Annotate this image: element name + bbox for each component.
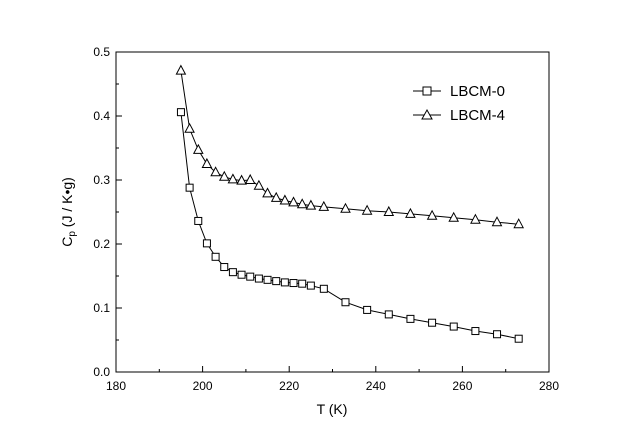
data-point-triangle	[244, 173, 256, 184]
data-point-triangle	[491, 216, 503, 227]
x-tick-label: 280	[539, 379, 559, 393]
data-point-square	[306, 281, 315, 290]
legend: LBCM-0 LBCM-4	[413, 83, 505, 124]
data-point-square	[280, 278, 289, 287]
data-point-square	[246, 272, 255, 281]
data-point-triangle	[227, 173, 239, 184]
data-point-square	[514, 334, 523, 343]
y-tick-label: 0.0	[93, 365, 110, 379]
y-tick-label: 0.3	[93, 173, 110, 187]
data-point-square	[298, 279, 307, 288]
data-point-square	[185, 183, 194, 192]
y-tick-label: 0.1	[93, 301, 110, 315]
data-point-square	[406, 314, 415, 323]
data-point-triangle	[318, 200, 330, 211]
data-point-triangle	[340, 202, 351, 213]
x-axis-title: T (K)	[317, 401, 348, 417]
data-point-square	[194, 216, 203, 225]
data-point-square	[341, 298, 350, 307]
legend-item-1: LBCM-4	[413, 107, 505, 124]
data-point-square	[471, 327, 480, 336]
data-point-square	[289, 279, 298, 288]
data-point-triangle	[279, 194, 291, 205]
data-point-triangle	[513, 218, 525, 229]
series-0	[176, 108, 523, 343]
x-tick-label: 220	[279, 379, 299, 393]
data-point-square	[202, 239, 211, 248]
data-point-square	[220, 263, 229, 272]
data-point-triangle	[305, 199, 317, 210]
data-point-triangle	[426, 209, 438, 220]
data-point-triangle	[270, 191, 282, 202]
data-point-square	[176, 108, 185, 117]
data-point-triangle	[236, 174, 247, 185]
data-point-square	[319, 284, 328, 293]
data-point-triangle	[448, 211, 460, 222]
series-1	[175, 64, 525, 229]
y-axis-title-main: C	[59, 237, 75, 247]
data-point-square	[493, 330, 502, 339]
series-layer	[175, 64, 525, 343]
legend-marker-1	[421, 108, 433, 120]
x-tick-label: 260	[452, 379, 472, 393]
data-point-triangle	[470, 213, 481, 224]
y-axis-title-units: (J / K•g)	[59, 177, 75, 231]
data-point-triangle	[218, 170, 230, 181]
data-point-square	[211, 252, 220, 261]
legend-label-0: LBCM-0	[450, 83, 505, 100]
legend-label-1: LBCM-4	[450, 107, 505, 124]
data-point-triangle	[288, 196, 299, 207]
data-point-square	[449, 322, 458, 331]
y-axis-title-subscript: p	[67, 231, 78, 237]
x-tick-label: 240	[366, 379, 386, 393]
data-point-triangle	[405, 207, 416, 218]
y-tick-label: 0.4	[93, 109, 110, 123]
data-point-square	[254, 274, 263, 283]
data-point-triangle	[361, 204, 373, 215]
data-point-triangle	[201, 157, 213, 168]
data-point-square	[384, 310, 393, 319]
data-point-square	[263, 275, 272, 284]
y-tick-label: 0.5	[93, 45, 110, 59]
series-line-0	[180, 112, 519, 340]
axis-ticks: 180 200 220 240 260 280 0.0 0.1 0.2 0.3 0.4 0.5	[93, 45, 559, 393]
data-point-triangle	[192, 143, 204, 154]
data-point-triangle	[175, 64, 187, 75]
data-point-square	[428, 318, 437, 327]
data-point-triangle	[383, 205, 395, 216]
data-point-triangle	[210, 166, 221, 177]
data-point-square	[272, 277, 281, 286]
legend-item-0: LBCM-0	[413, 83, 505, 100]
data-point-triangle	[262, 187, 273, 198]
data-point-square	[228, 268, 237, 277]
data-point-square	[363, 305, 372, 314]
data-point-triangle	[253, 179, 265, 190]
x-tick-label: 200	[193, 379, 213, 393]
y-axis-title: Cp (J / K•g)	[59, 177, 78, 247]
data-point-triangle	[296, 198, 308, 209]
data-point-triangle	[184, 122, 195, 133]
plot-frame	[115, 51, 550, 373]
legend-marker-0	[422, 86, 432, 96]
y-tick-label: 0.2	[93, 237, 110, 251]
x-tick-label: 180	[106, 379, 126, 393]
data-point-square	[237, 270, 246, 279]
